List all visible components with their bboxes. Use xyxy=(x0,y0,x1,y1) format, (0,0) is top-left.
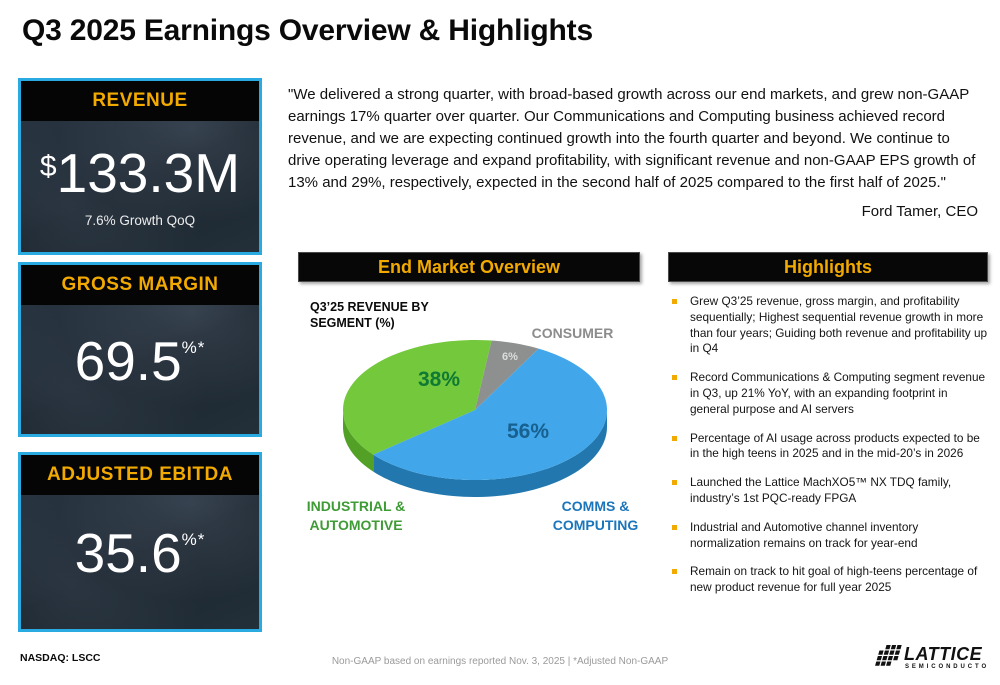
highlight-item: Remain on track to hit goal of high-teen… xyxy=(670,564,988,596)
revenue-value: $133.3M xyxy=(39,145,240,201)
ceo-quote: "We delivered a strong quarter, with bro… xyxy=(288,84,978,223)
highlight-item: Industrial and Automotive channel invent… xyxy=(670,520,988,552)
revenue-number: 133.3M xyxy=(56,141,241,204)
bullet-square-icon xyxy=(672,524,677,530)
bullet-square-icon xyxy=(672,569,677,575)
lattice-logo: LATTICE SEMICONDUCTOR xyxy=(874,640,993,677)
ceo-quote-attribution: Ford Tamer, CEO xyxy=(861,203,978,221)
highlights-title: Highlights xyxy=(784,256,872,277)
nasdaq-ticker: NASDAQ: LSCC xyxy=(20,652,101,664)
ceo-quote-text: "We delivered a strong quarter, with bro… xyxy=(288,86,976,192)
lattice-logo-image: LATTICE SEMICONDUCTOR xyxy=(875,644,993,670)
lattice-logo-grid-icon xyxy=(875,645,902,666)
end-market-overview-title: End Market Overview xyxy=(377,256,561,277)
adjusted-ebitda-value: 35.6%* xyxy=(75,526,206,581)
bullet-square-icon xyxy=(672,375,677,381)
pie-label-industrial-automotive: INDUSTRIAL & AUTOMOTIVE xyxy=(306,498,406,533)
adjusted-ebitda-card-body: 35.6%* xyxy=(21,495,259,629)
gross-margin-card-body: 69.5%* xyxy=(21,305,259,434)
highlight-text: Launched the Lattice MachXO5™ NX TDQ fam… xyxy=(690,475,952,505)
adjusted-ebitda-label: ADJUSTED EBITDA xyxy=(47,464,233,485)
highlight-text: Industrial and Automotive channel invent… xyxy=(690,519,919,550)
pie-slice-side-industrial-automotive xyxy=(343,410,374,472)
lattice-logo-name: LATTICE xyxy=(904,644,983,664)
non-gaap-footnote: Non-GAAP based on earnings reported Nov.… xyxy=(331,656,669,667)
highlights-header: Highlights xyxy=(668,252,988,282)
adjusted-ebitda-card: ADJUSTED EBITDA 35.6%* xyxy=(18,452,262,632)
highlight-item: Launched the Lattice MachXO5™ NX TDQ fam… xyxy=(670,475,988,507)
revenue-card: REVENUE $133.3M 7.6% Growth QoQ xyxy=(18,78,262,255)
end-market-overview-header: End Market Overview xyxy=(298,252,640,282)
gross-margin-label: GROSS MARGIN xyxy=(61,274,219,295)
highlight-text: Remain on track to hit goal of high-teen… xyxy=(690,564,978,595)
revenue-card-body: $133.3M 7.6% Growth QoQ xyxy=(21,121,259,252)
adjusted-ebitda-number: 35.6 xyxy=(74,522,182,584)
pie-pct-comms-computing: 56% xyxy=(507,420,549,443)
gross-margin-value: 69.5%* xyxy=(75,333,206,389)
pie-chart-container: 6% 38% 56% xyxy=(297,290,653,538)
highlight-item: Percentage of AI usage across products e… xyxy=(670,431,988,463)
adjusted-ebitda-card-header: ADJUSTED EBITDA xyxy=(21,455,259,495)
gross-margin-suffix: %* xyxy=(181,337,206,357)
bullet-square-icon xyxy=(672,480,677,486)
pie-slice-side-comms-computing xyxy=(373,410,607,497)
lattice-logo-sub: SEMICONDUCTOR xyxy=(905,664,986,670)
highlight-item: Record Communications & Computing segmen… xyxy=(670,370,988,417)
revenue-card-header: REVENUE xyxy=(21,81,259,121)
pie-slice-industrial-automotive xyxy=(343,340,492,455)
gross-margin-card-header: GROSS MARGIN xyxy=(21,265,259,305)
pie-label-consumer: CONSUMER xyxy=(531,325,614,341)
revenue-label: REVENUE xyxy=(92,90,188,111)
pie-chart: 6% 38% 56% xyxy=(343,340,607,497)
pie-slice-consumer xyxy=(475,340,539,410)
pie-pct-industrial-automotive: 38% xyxy=(418,368,460,391)
pie-pct-consumer: 6% xyxy=(502,351,518,363)
pie-slice-comms-computing xyxy=(373,348,607,480)
highlight-item: Grew Q3’25 revenue, gross margin, and pr… xyxy=(670,294,988,357)
bullet-square-icon xyxy=(672,435,677,441)
pie-label-comms-computing: COMMS & COMPUTING xyxy=(552,498,639,533)
gross-margin-card: GROSS MARGIN 69.5%* xyxy=(18,262,262,437)
highlights-list: Grew Q3’25 revenue, gross margin, and pr… xyxy=(670,294,988,609)
segment-caption: Q3’25 REVENUE BY SEGMENT (%) xyxy=(310,300,429,331)
dollar-sign: $ xyxy=(39,149,57,183)
page-title: Q3 2025 Earnings Overview & Highlights xyxy=(22,14,593,47)
highlight-text: Percentage of AI usage across products e… xyxy=(690,430,980,461)
highlight-text: Grew Q3’25 revenue, gross margin, and pr… xyxy=(690,294,988,356)
revenue-subtext: 7.6% Growth QoQ xyxy=(84,212,196,228)
highlight-text: Record Communications & Computing segmen… xyxy=(690,370,986,416)
adjusted-ebitda-suffix: %* xyxy=(181,530,206,549)
gross-margin-number: 69.5 xyxy=(74,329,182,392)
bullet-square-icon xyxy=(672,299,677,304)
